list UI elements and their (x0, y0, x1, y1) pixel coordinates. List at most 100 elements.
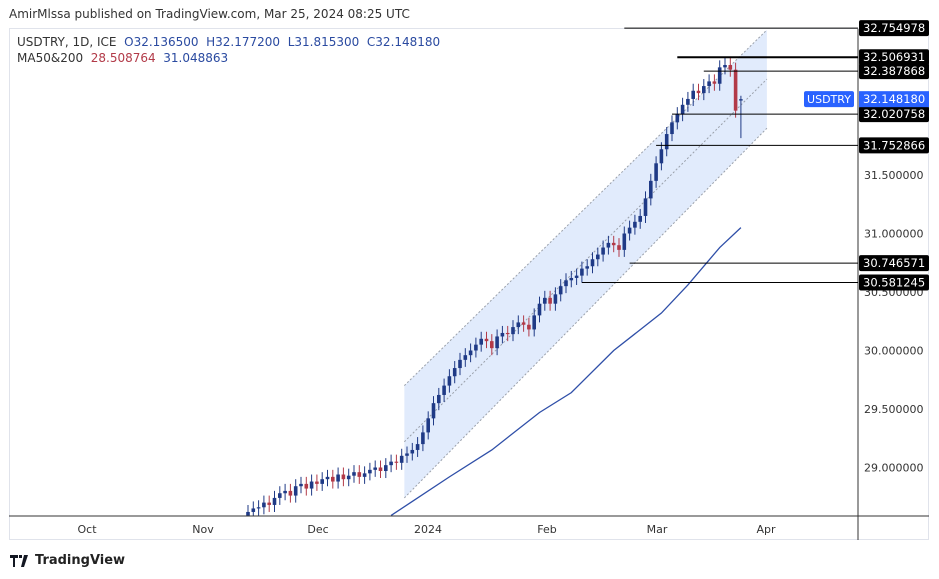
candle-body (325, 476, 330, 480)
candle (283, 483, 287, 501)
candle (627, 220, 632, 241)
level-price-tag (859, 137, 929, 154)
candle (378, 460, 383, 479)
candle-body (304, 483, 309, 489)
candle-body (315, 481, 319, 484)
candle-body (670, 122, 674, 135)
candle (500, 325, 505, 344)
candle (675, 107, 680, 130)
candle (474, 337, 478, 358)
candle-body (558, 286, 563, 295)
candle-body (479, 338, 483, 345)
ma-label: MA50&200 (17, 51, 84, 65)
candle-body (458, 359, 462, 369)
candle (315, 474, 319, 491)
candle-body (447, 376, 452, 386)
y-tick-label: 29.000000 (864, 462, 924, 475)
x-tick-label: Apr (756, 523, 776, 536)
candle-body (500, 332, 505, 337)
last-price-label: 32.148180 (863, 92, 925, 106)
x-tick-label: Nov (192, 523, 214, 536)
candle (484, 331, 489, 349)
candle (399, 448, 404, 470)
candle (580, 261, 584, 283)
candle-body (437, 394, 441, 404)
candle-body (733, 69, 738, 111)
candle-body (627, 227, 632, 234)
symbol-tag-label: USDTRY (807, 93, 851, 106)
candle-body (272, 497, 277, 505)
candle (585, 259, 589, 276)
candle (516, 315, 521, 335)
candle (463, 348, 468, 367)
candle (373, 460, 377, 477)
candle (574, 268, 579, 285)
candle (611, 235, 616, 253)
candle-body (574, 275, 579, 278)
level-price-label: 32.506931 (863, 50, 925, 64)
published-info: AmirMlssa published on TradingView.com, … (9, 7, 410, 21)
candle (368, 462, 372, 481)
candle-body (622, 233, 627, 250)
candle (712, 74, 717, 91)
tradingview-logo-icon (10, 554, 28, 567)
candle (479, 331, 483, 352)
candle (664, 127, 669, 157)
candle (521, 315, 526, 332)
candle (527, 317, 531, 337)
level-price-tag (859, 49, 929, 66)
candle (357, 465, 362, 484)
candle (505, 325, 510, 342)
candle (638, 208, 642, 229)
candle-body (717, 67, 722, 84)
candle (654, 156, 658, 188)
candle (569, 270, 574, 288)
candle (293, 479, 298, 503)
ma200-value: 31.048863 (163, 51, 229, 65)
candle-body (649, 180, 653, 199)
candle-body (373, 467, 377, 470)
y-tick-label: 29.500000 (864, 403, 924, 416)
candle-body (256, 507, 261, 509)
candle-body (596, 254, 600, 260)
high-value: H32.177200 (206, 35, 281, 49)
candle-body (405, 453, 409, 456)
candle (246, 504, 250, 516)
candle (707, 74, 711, 94)
candle-body (421, 432, 425, 445)
level-price-tag (859, 106, 929, 123)
candle (299, 476, 303, 494)
candle (362, 466, 367, 484)
candle-body (543, 297, 547, 304)
candle (251, 501, 256, 516)
candle (437, 387, 441, 411)
candle-body (431, 403, 436, 419)
candle (728, 58, 733, 77)
price-chart[interactable]: Oct Nov Dec 2024 Feb Mar Apr 31.500000 31.000000… (0, 0, 939, 545)
symbol-label: USDTRY, 1D, ICE (17, 35, 117, 49)
close-value: C32.148180 (366, 35, 441, 49)
candle-body (336, 474, 340, 482)
candle-body (537, 303, 542, 316)
candle-body (389, 461, 393, 466)
candle-body (664, 134, 669, 150)
candle (288, 483, 293, 503)
candle (532, 308, 536, 337)
candle (415, 437, 420, 457)
candle (431, 396, 436, 426)
y-tick-label: 31.000000 (864, 228, 924, 241)
symbol-tag (804, 91, 854, 108)
x-tick-label: Feb (537, 523, 556, 536)
level-price-tag (859, 20, 929, 37)
candle-body (680, 104, 685, 115)
candle-body (511, 327, 515, 335)
y-tick-label: 30.000000 (864, 345, 924, 358)
candle-body (739, 99, 743, 101)
last-price-tag (859, 91, 929, 108)
x-tick-label: 2024 (414, 523, 442, 536)
candle-body (384, 465, 388, 472)
candle (601, 240, 605, 262)
candle (691, 83, 695, 106)
candle (717, 60, 722, 91)
candle (511, 320, 515, 342)
